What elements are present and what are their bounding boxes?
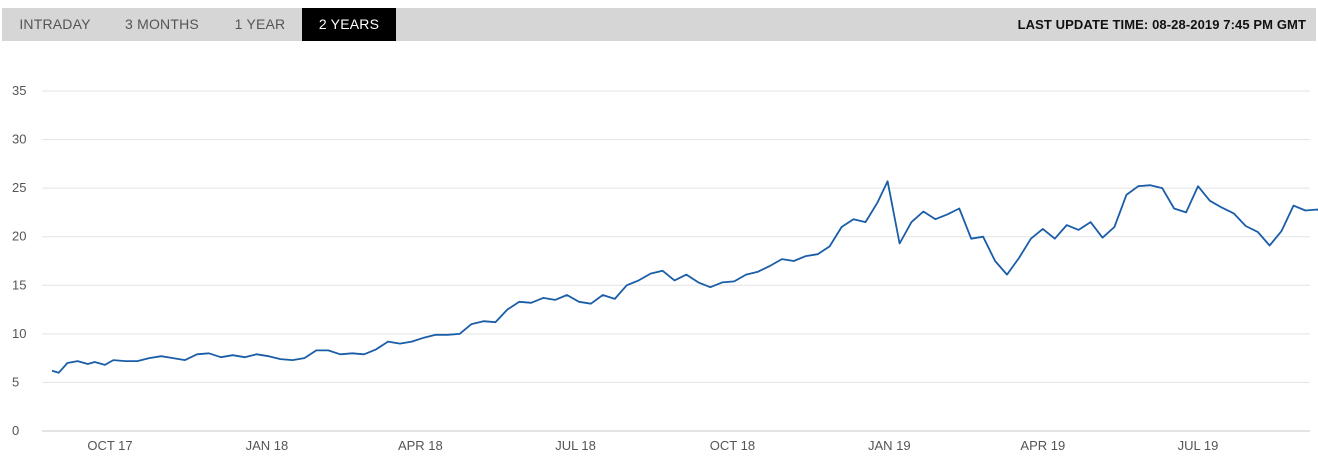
- y-tick-label: 5: [12, 374, 19, 389]
- x-tick-label: JAN 18: [246, 438, 289, 453]
- y-tick-label: 30: [12, 132, 26, 147]
- last-update-time: LAST UPDATE TIME: 08-28-2019 7:45 PM GMT: [1017, 17, 1306, 32]
- x-tick-label: APR 18: [398, 438, 443, 453]
- x-tick-label: OCT 17: [87, 438, 132, 453]
- x-tick-label: APR 19: [1020, 438, 1065, 453]
- y-tick-label: 35: [12, 83, 26, 98]
- tab-2-years[interactable]: 2 YEARS: [302, 8, 396, 41]
- y-tick-label: 20: [12, 229, 26, 244]
- tab-intraday[interactable]: INTRADAY: [19, 16, 91, 32]
- y-tick-label: 25: [12, 180, 26, 195]
- x-tick-label: JAN 19: [868, 438, 911, 453]
- y-tick-label: 15: [12, 277, 26, 292]
- tab-1-year[interactable]: 1 YEAR: [234, 16, 286, 32]
- x-tick-label: JUL 19: [1178, 438, 1219, 453]
- y-tick-label: 10: [12, 326, 26, 341]
- x-tick-label: JUL 18: [555, 438, 596, 453]
- tab-3-months[interactable]: 3 MONTHS: [125, 16, 199, 32]
- series-line-0: [51, 180, 1318, 374]
- x-tick-label: OCT 18: [710, 438, 755, 453]
- range-tab-bar: INTRADAY 3 MONTHS 1 YEAR 2 YEARS LAST UP…: [2, 8, 1316, 41]
- y-tick-label: 0: [12, 423, 19, 438]
